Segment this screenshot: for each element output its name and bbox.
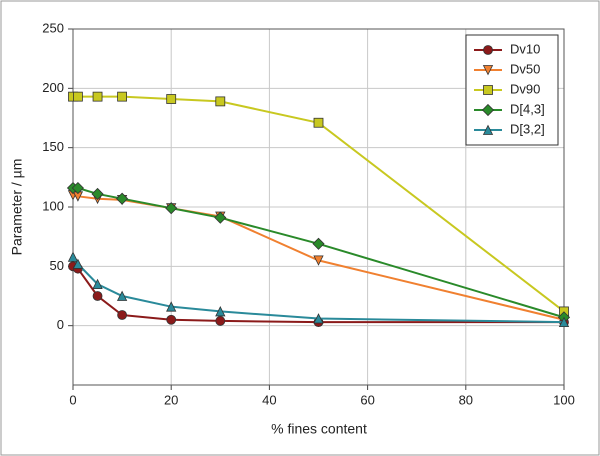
- marker: [73, 91, 83, 102]
- marker: [483, 85, 493, 95]
- marker: [313, 255, 324, 266]
- y-tick-label: 200: [42, 80, 64, 95]
- marker: [558, 316, 570, 328]
- marker: [71, 181, 84, 195]
- marker: [117, 310, 127, 320]
- x-axis-label: % fines content: [271, 421, 367, 437]
- legend-label: Dv50: [510, 61, 540, 76]
- x-tick-label: 60: [360, 392, 374, 407]
- marker: [165, 202, 178, 215]
- marker: [481, 103, 495, 117]
- legend-label: D[4,3]: [510, 101, 545, 116]
- marker: [72, 258, 84, 269]
- marker: [214, 211, 227, 224]
- marker: [116, 192, 129, 205]
- marker: [91, 187, 104, 201]
- legend-label: Dv10: [510, 41, 540, 56]
- marker: [117, 91, 127, 102]
- marker: [215, 306, 226, 317]
- marker: [215, 316, 226, 326]
- x-tick-label: 0: [69, 392, 76, 407]
- y-tick-label: 150: [42, 139, 64, 154]
- marker: [313, 117, 324, 128]
- marker: [67, 251, 79, 262]
- y-tick-label: 50: [50, 258, 64, 273]
- marker: [313, 313, 324, 324]
- y-axis-label: Parameter / µm: [9, 159, 25, 256]
- legend-label: Dv90: [510, 81, 540, 96]
- legend-label: D[3,2]: [510, 121, 545, 136]
- marker: [483, 45, 493, 55]
- x-tick-label: 80: [459, 392, 473, 407]
- x-tick-label: 20: [164, 392, 178, 407]
- plot-border: [72, 28, 565, 386]
- marker: [166, 301, 177, 312]
- marker: [312, 237, 325, 250]
- y-tick-label: 0: [57, 317, 64, 332]
- marker: [482, 65, 494, 76]
- x-tick-label: 100: [553, 392, 575, 407]
- marker: [92, 91, 103, 102]
- marker: [166, 314, 177, 325]
- x-tick-label: 40: [262, 392, 276, 407]
- marker: [92, 278, 103, 290]
- marker: [92, 291, 103, 301]
- marker: [116, 290, 128, 301]
- y-tick-label: 250: [42, 20, 64, 35]
- marker: [166, 94, 177, 104]
- y-tick-label: 100: [42, 198, 64, 213]
- marker: [215, 96, 226, 107]
- marker: [482, 124, 494, 135]
- series-line: [72, 265, 564, 324]
